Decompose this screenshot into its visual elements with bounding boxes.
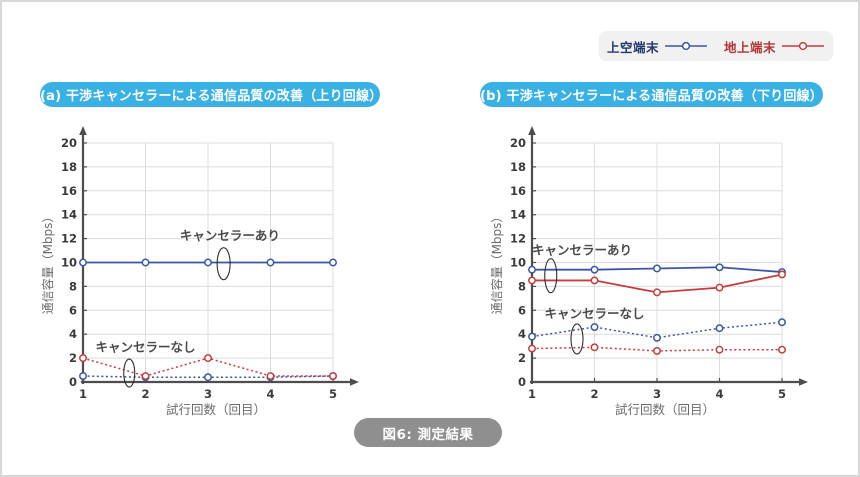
annotation-ellipse — [570, 323, 584, 355]
figure-caption-badge: 図6: 測定結果 — [354, 418, 502, 447]
y-tick-label: 8 — [518, 279, 526, 293]
y-axis-label: 通信容量（Mbps） — [491, 211, 504, 315]
x-axis-label: 試行回数（回目） — [166, 402, 266, 417]
y-tick-label: 18 — [61, 160, 77, 174]
x-tick-label: 5 — [778, 387, 786, 401]
chart-a-title-badge: (a) 干渉キャンセラーによる通信品質の改善（上り回線） — [40, 82, 382, 107]
y-tick-label: 16 — [510, 184, 526, 198]
annotation-ellipse — [123, 358, 136, 388]
legend-marker-circle — [681, 41, 691, 51]
data-point-marker — [715, 345, 724, 354]
y-tick-label: 14 — [61, 208, 77, 222]
y-axis-label: 通信容量（Mbps） — [42, 211, 55, 315]
legend-marker-circle — [798, 41, 808, 51]
data-point-marker — [715, 263, 724, 272]
y-tick-label: 0 — [69, 375, 77, 389]
y-tick-label: 12 — [510, 232, 526, 246]
y-tick-label: 14 — [510, 208, 526, 222]
x-tick-label: 4 — [266, 387, 274, 401]
annotation-label: キャンセラーあり — [180, 228, 280, 243]
data-point-marker — [590, 265, 599, 274]
annotation-ellipse — [216, 247, 231, 281]
data-point-marker — [590, 343, 599, 352]
y-tick-label: 2 — [518, 351, 526, 365]
data-point-marker — [204, 354, 212, 363]
data-point-marker — [528, 265, 536, 274]
y-tick-label: 4 — [69, 327, 77, 341]
data-point-marker — [528, 276, 536, 285]
data-point-marker — [653, 333, 661, 342]
data-point-marker — [590, 323, 599, 331]
data-point-marker — [778, 270, 786, 279]
data-point-marker — [141, 258, 150, 267]
chart-b-title-badge: (b) 干渉キャンセラーによる通信品質の改善（下り回線） — [480, 82, 823, 107]
x-tick-label: 5 — [329, 387, 337, 401]
data-point-marker — [204, 258, 212, 267]
data-point-marker — [329, 258, 337, 267]
y-tick-label: 0 — [518, 375, 526, 389]
y-axis-arrow — [528, 126, 536, 135]
y-tick-label: 6 — [518, 303, 526, 317]
data-point-marker — [329, 372, 337, 380]
data-point-marker — [528, 344, 536, 353]
y-tick-label: 10 — [510, 256, 526, 270]
series-line — [531, 321, 783, 339]
x-tick-label: 4 — [715, 387, 723, 401]
data-point-marker — [266, 258, 275, 267]
y-tick-label: 10 — [61, 256, 77, 270]
y-tick-label: 18 — [510, 160, 526, 174]
y-tick-label: 2 — [69, 351, 77, 365]
data-point-marker — [590, 276, 599, 285]
data-point-marker — [653, 288, 661, 297]
y-tick-label: 8 — [69, 279, 77, 293]
y-tick-label: 12 — [61, 232, 77, 246]
data-point-marker — [653, 346, 661, 355]
legend: 上空端末 地上端末 — [599, 31, 833, 61]
x-tick-label: 2 — [141, 387, 149, 401]
annotation-label: キャンセラーあり — [532, 243, 632, 258]
legend-label-ground: 地上端末 — [724, 39, 777, 55]
legend-item-ground-terminal: 地上端末 — [724, 37, 825, 56]
y-axis-arrow — [79, 126, 87, 135]
legend-item-aerial-terminal: 上空端末 — [607, 37, 708, 56]
y-tick-label: 4 — [518, 327, 526, 341]
data-point-marker — [79, 354, 87, 363]
legend-line-circle-icon — [665, 41, 707, 51]
data-point-marker — [528, 332, 536, 341]
x-axis-arrow — [799, 378, 808, 386]
annotation-label: キャンセラーなし — [544, 306, 644, 321]
data-point-marker — [141, 372, 150, 380]
data-point-marker — [715, 324, 724, 333]
y-tick-label: 20 — [61, 136, 77, 150]
data-point-marker — [778, 318, 786, 327]
data-point-marker — [79, 372, 87, 380]
x-axis-arrow — [350, 378, 359, 386]
x-tick-label: 2 — [590, 387, 598, 401]
y-tick-label: 16 — [61, 184, 77, 198]
data-point-marker — [715, 283, 724, 292]
annotation-label: キャンセラーなし — [95, 339, 195, 354]
x-tick-label: 3 — [653, 387, 661, 401]
y-tick-label: 20 — [510, 136, 526, 150]
data-point-marker — [266, 372, 275, 380]
legend-label-aerial: 上空端末 — [606, 39, 659, 55]
legend-line-circle-icon — [782, 41, 825, 51]
data-point-marker — [204, 373, 212, 382]
x-axis-label: 試行回数（回目） — [615, 402, 715, 417]
x-tick-label: 3 — [204, 387, 212, 401]
x-tick-label: 1 — [79, 387, 87, 401]
x-tick-label: 1 — [528, 387, 536, 401]
data-point-marker — [778, 345, 786, 354]
data-point-marker — [79, 258, 87, 267]
annotation-ellipse — [544, 258, 558, 294]
y-tick-label: 6 — [69, 303, 77, 317]
data-point-marker — [653, 264, 661, 273]
